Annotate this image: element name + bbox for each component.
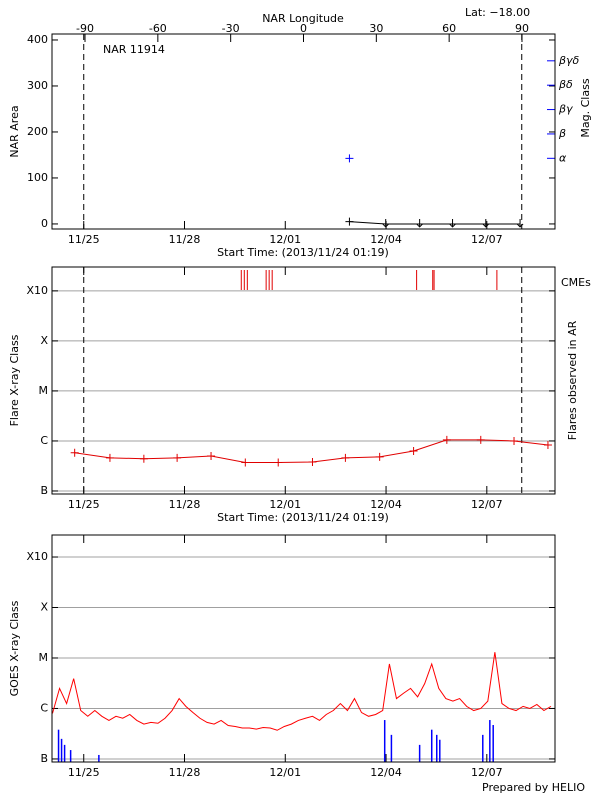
point-marker [543, 440, 552, 449]
y-tick-label: 300 [27, 79, 48, 92]
footer: Prepared by HELIO [482, 781, 585, 794]
y-tick-label: 100 [27, 171, 48, 184]
point-marker [274, 458, 283, 467]
x-axis-label: Start Time: (2013/11/24 01:19) [217, 511, 389, 524]
x-tick-label: 12/01 [269, 498, 301, 511]
y-axis-label: Flare X-ray Class [8, 334, 21, 426]
x2-tick-label: -60 [149, 22, 167, 35]
point-marker [70, 448, 79, 457]
point-marker [416, 218, 423, 228]
plot-frame [51, 266, 556, 495]
y-axis-label: NAR Area [8, 105, 21, 157]
y2-tick-label: α [559, 151, 567, 164]
y2-tick-label: βγδ [558, 54, 580, 67]
y-tick-label: X [40, 334, 48, 347]
x-tick-label: 11/25 [68, 233, 100, 246]
point-marker [207, 452, 216, 461]
point-marker [375, 452, 384, 461]
x-tick-label: 12/04 [370, 233, 402, 246]
point-marker [173, 453, 182, 462]
point-marker [241, 458, 250, 467]
point-marker [341, 453, 350, 462]
x2-tick-label: -30 [222, 22, 240, 35]
point-marker [345, 154, 354, 163]
point-marker [449, 218, 456, 228]
plot-frame [51, 534, 556, 763]
x-tick-label: 12/01 [269, 766, 301, 779]
point-marker [442, 435, 451, 444]
x2-tick-label: -90 [76, 22, 94, 35]
y-tick-label: 400 [27, 33, 48, 46]
x-tick-label: 12/04 [370, 498, 402, 511]
x-tick-label: 11/25 [68, 766, 100, 779]
point-marker [409, 446, 418, 455]
y2-axis-label: Mag. Class [579, 78, 592, 137]
x-tick-label: 11/25 [68, 498, 100, 511]
x-tick-label: 11/28 [169, 766, 201, 779]
y-tick-label: 0 [41, 217, 48, 230]
x-axis-label: Start Time: (2013/11/24 01:19) [217, 246, 389, 259]
point-marker [105, 453, 114, 462]
y-tick-label: M [39, 651, 49, 664]
y-tick-label: X10 [26, 550, 48, 563]
x-tick-label: 11/28 [169, 498, 201, 511]
y-tick-label: B [40, 752, 48, 765]
y-tick-label: X [40, 601, 48, 614]
x-tick-label: 12/04 [370, 766, 402, 779]
x-tick-label: 12/01 [269, 233, 301, 246]
cme-label: CMEs [561, 276, 591, 289]
x-tick-label: 11/28 [169, 233, 201, 246]
y-tick-label: M [39, 384, 49, 397]
x2-tick-label: 30 [369, 22, 383, 35]
y-tick-label: 200 [27, 125, 48, 138]
x2-tick-label: 0 [300, 22, 307, 35]
point-marker [308, 457, 317, 466]
plot-frame [51, 33, 556, 230]
x2-axis-label: NAR Longitude [262, 12, 344, 25]
right-label: Flares observed in AR [566, 320, 579, 440]
y-tick-label: C [40, 701, 48, 714]
series-line [52, 652, 552, 731]
point-marker [482, 218, 490, 228]
point-marker [382, 218, 390, 228]
point-marker [516, 218, 524, 228]
chart-title: NAR 11914 [103, 43, 165, 56]
x-tick-label: 12/07 [471, 233, 503, 246]
y2-tick-label: βγ [558, 103, 573, 116]
point-marker [139, 454, 148, 463]
x2-tick-label: 60 [442, 22, 456, 35]
y-tick-label: X10 [26, 284, 48, 297]
y-tick-label: C [40, 434, 48, 447]
y-tick-label: B [40, 484, 48, 497]
y2-tick-label: βδ [558, 78, 573, 91]
annotation: Lat: −18.00 [465, 6, 530, 19]
point-marker [476, 435, 485, 444]
x-tick-label: 12/07 [471, 498, 503, 511]
x-tick-label: 12/07 [471, 766, 503, 779]
y-axis-label: GOES X-ray Class [8, 600, 21, 696]
y2-tick-label: β [558, 127, 566, 140]
point-marker [345, 217, 354, 226]
x2-tick-label: 90 [515, 22, 529, 35]
series-line [349, 221, 521, 225]
point-marker [510, 436, 519, 445]
